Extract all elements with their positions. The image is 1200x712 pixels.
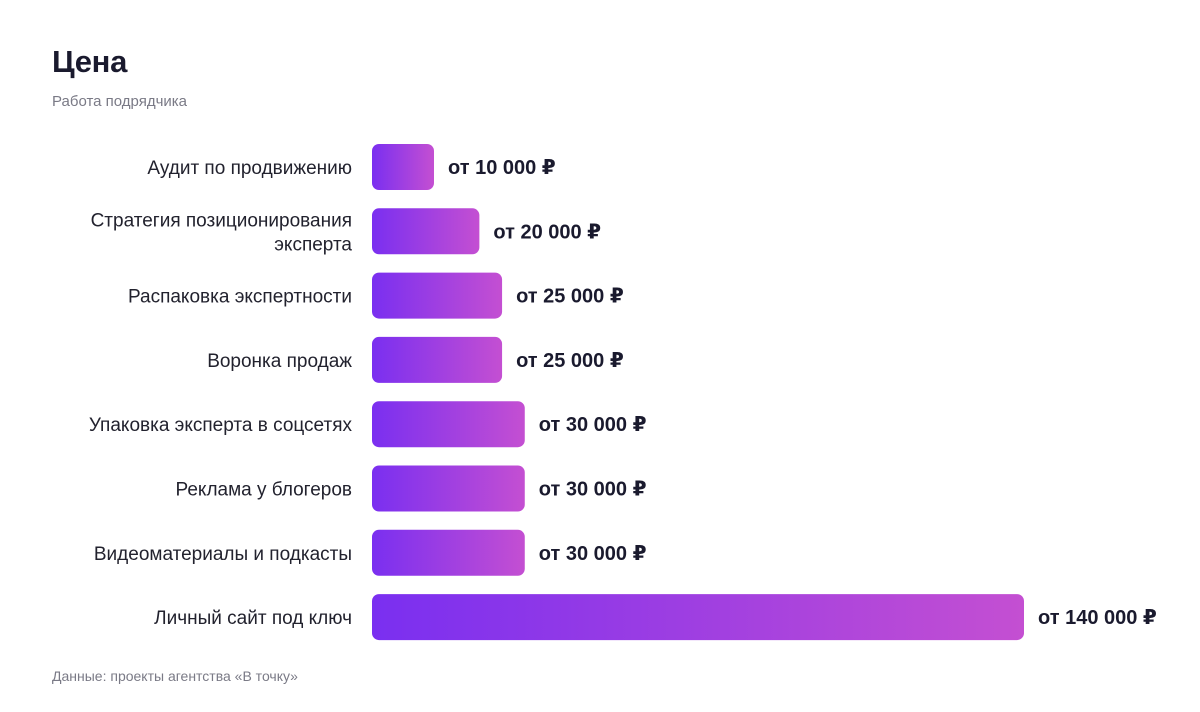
category-label: Воронка продаж [207, 351, 352, 372]
category-label: Реклама у блогеров [176, 480, 352, 501]
bar [372, 401, 525, 448]
bar [372, 594, 1024, 641]
value-label: от 20 000 ₽ [493, 221, 601, 243]
category-label: Упаковка эксперта в соцсетях [89, 415, 353, 436]
bar [372, 272, 503, 319]
value-label: от 10 000 ₽ [448, 157, 556, 179]
category-label: Личный сайт под ключ [154, 608, 352, 629]
value-label: от 30 000 ₽ [539, 414, 647, 436]
chart-title: Цена [52, 44, 128, 79]
bars-group: Аудит по продвижению от 10 000 ₽ Стратегия… [89, 144, 1157, 641]
value-label: от 30 000 ₽ [539, 479, 647, 501]
bar [372, 465, 525, 512]
value-label: от 30 000 ₽ [539, 543, 647, 565]
bar [372, 144, 434, 190]
category-label: Аудит по продвижению [147, 158, 352, 179]
category-label: Видеоматериалы и подкасты [94, 544, 352, 565]
value-label: от 25 000 ₽ [516, 350, 624, 372]
bar [372, 208, 480, 255]
value-label: от 25 000 ₽ [516, 286, 624, 308]
bar [372, 336, 503, 383]
category-label: Стратегия позиционирования эксперта [91, 210, 353, 255]
category-label: Распаковка экспертности [128, 287, 352, 308]
bar [372, 529, 525, 576]
data-source-note: Данные: проекты агентства «В точку» [52, 668, 298, 684]
chart-subtitle: Работа подрядчика [52, 93, 188, 110]
value-label: от 140 000 ₽ [1038, 607, 1157, 629]
